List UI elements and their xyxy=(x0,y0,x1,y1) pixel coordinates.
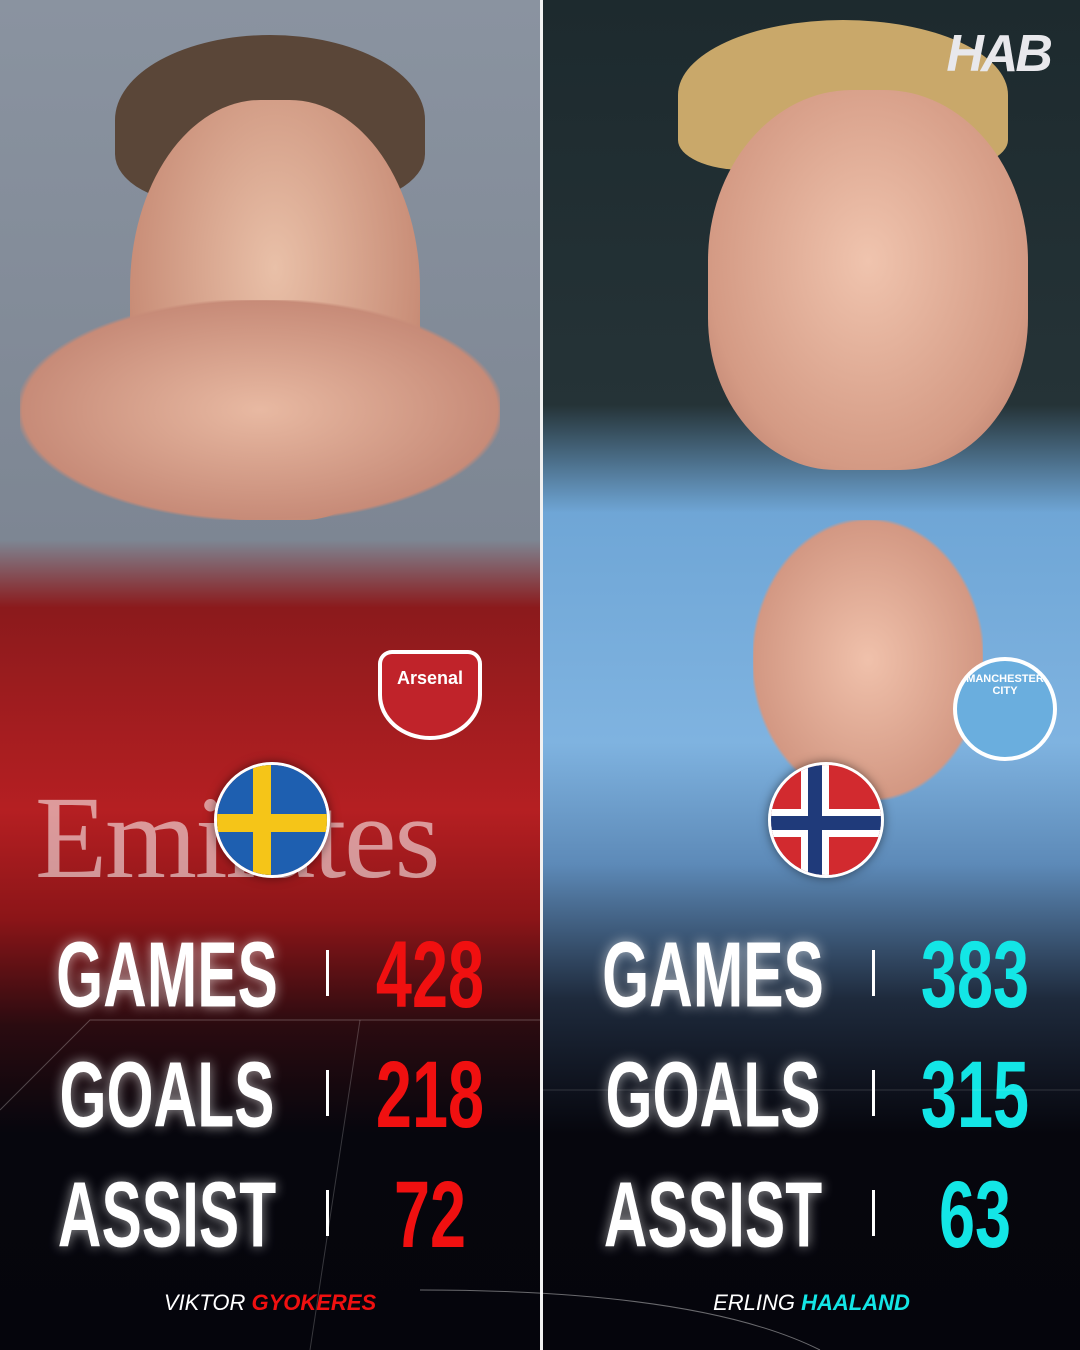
player-panel-haaland: MANCHESTER CITY GAMES 383 GOALS 315 ASSI… xyxy=(543,0,1080,1350)
stat-value: 428 xyxy=(375,923,485,1029)
arsenal-crest: Arsenal xyxy=(378,650,482,740)
stat-row-goals: GOALS 315 xyxy=(543,1042,1080,1152)
divider xyxy=(872,1190,875,1236)
player-name: ERLING HAALAND xyxy=(543,1290,1080,1316)
stat-label: GOALS xyxy=(605,1043,821,1147)
stat-value: 315 xyxy=(920,1043,1030,1149)
stat-row-goals: GOALS 218 xyxy=(0,1042,540,1152)
stat-row-assist: ASSIST 63 xyxy=(543,1162,1080,1272)
man-city-crest: MANCHESTER CITY xyxy=(953,657,1057,761)
divider xyxy=(872,950,875,996)
stat-row-games: GAMES 383 xyxy=(543,922,1080,1032)
stat-label: ASSIST xyxy=(603,1163,823,1267)
divider xyxy=(326,950,329,996)
brand-logo: HAB xyxy=(946,25,1053,83)
stat-label: GAMES xyxy=(56,923,278,1027)
divider xyxy=(872,1070,875,1116)
first-name: VIKTOR xyxy=(163,1290,246,1315)
divider xyxy=(326,1070,329,1116)
norway-flag-icon xyxy=(768,762,884,878)
last-name: HAALAND xyxy=(801,1290,910,1315)
stat-value: 383 xyxy=(920,923,1030,1029)
player-panel-gyokeres: Emirates Arsenal GAMES 428 GOALS 218 ASS… xyxy=(0,0,540,1350)
panel-divider xyxy=(540,0,543,1350)
stat-label: ASSIST xyxy=(57,1163,277,1267)
stat-row-games: GAMES 428 xyxy=(0,922,540,1032)
stat-label: GOALS xyxy=(59,1043,275,1147)
player-name: VIKTOR GYOKERES xyxy=(0,1290,540,1316)
sweden-flag-icon xyxy=(214,762,330,878)
stat-label: GAMES xyxy=(602,923,824,1027)
stat-value: 72 xyxy=(393,1163,467,1269)
stat-value: 63 xyxy=(938,1163,1012,1269)
player-photo-hands xyxy=(753,520,983,800)
last-name: GYOKERES xyxy=(251,1290,377,1315)
divider xyxy=(326,1190,329,1236)
first-name: ERLING xyxy=(713,1290,796,1315)
player-photo-hands xyxy=(20,300,500,520)
stat-row-assist: ASSIST 72 xyxy=(0,1162,540,1272)
stat-value: 218 xyxy=(375,1043,485,1149)
player-photo xyxy=(708,90,1028,470)
